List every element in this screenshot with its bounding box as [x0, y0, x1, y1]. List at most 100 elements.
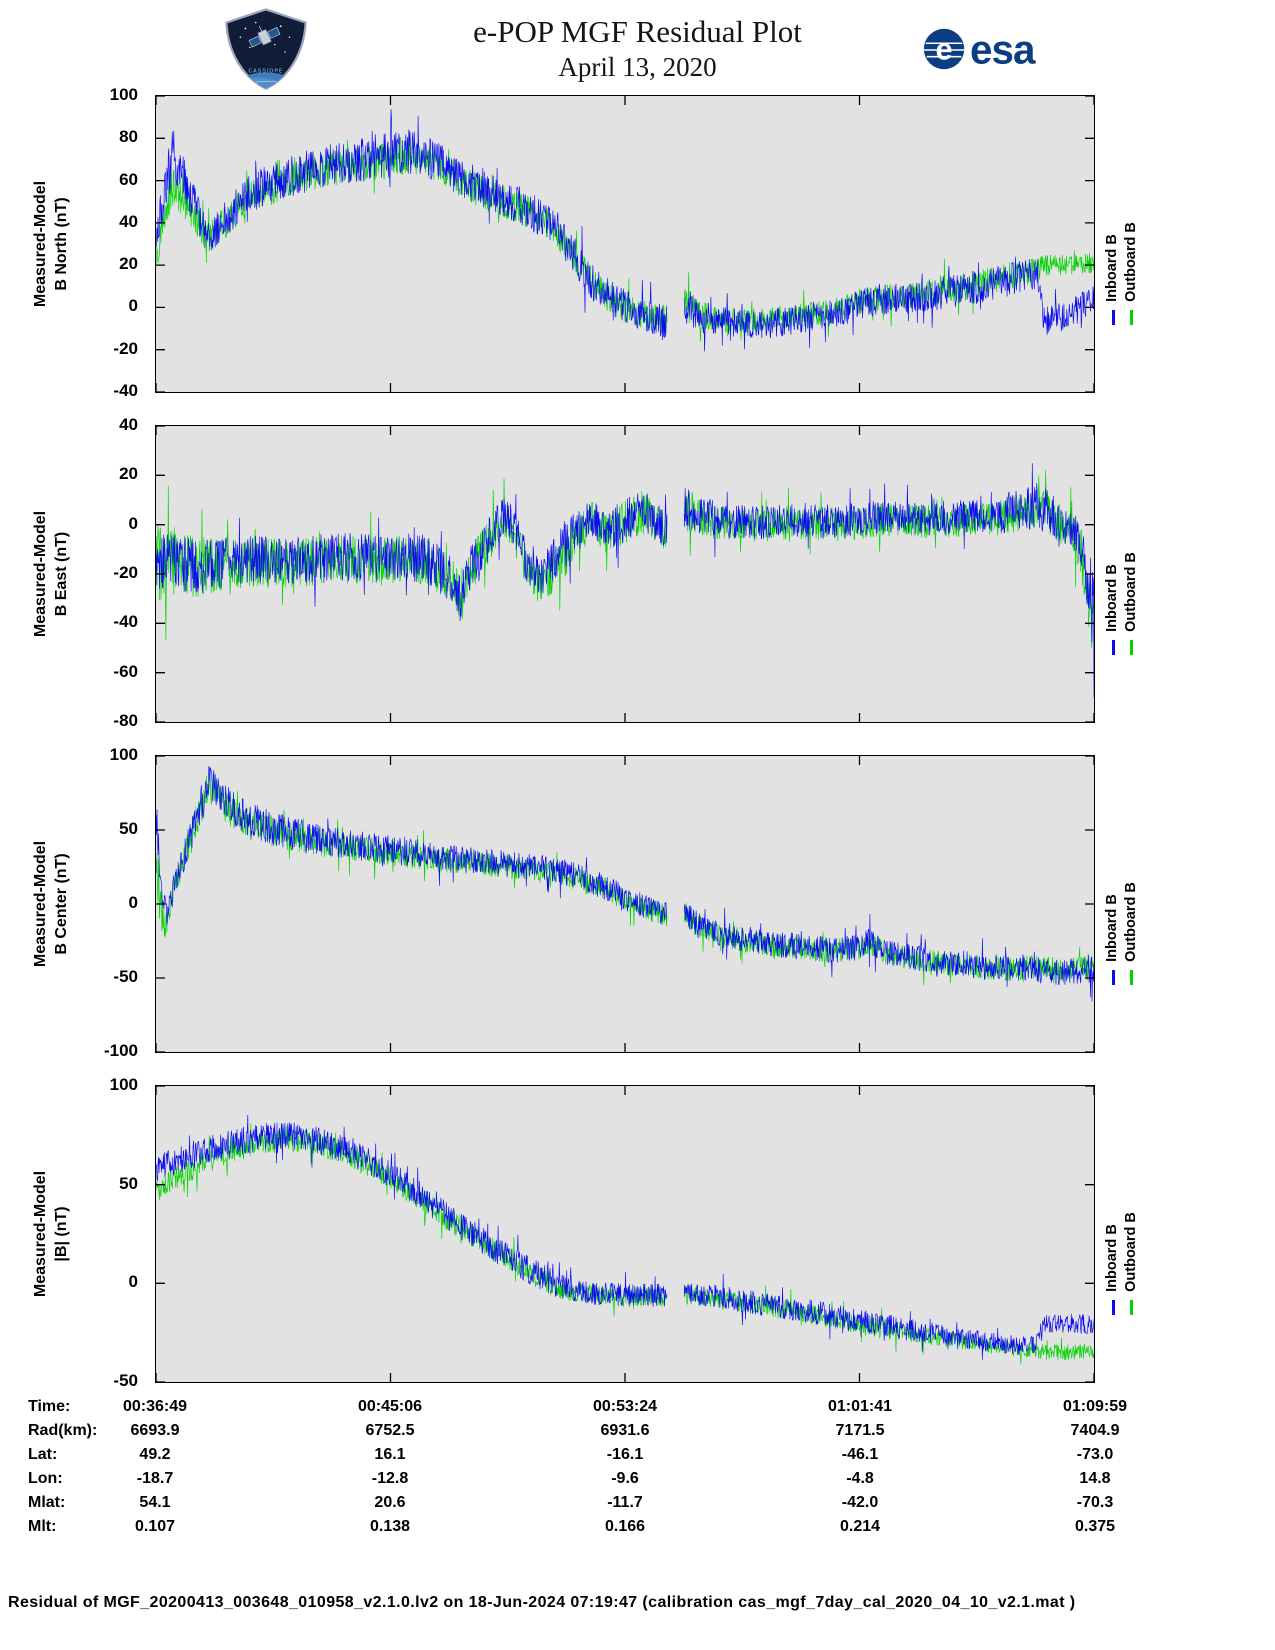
- table-row: Time: 00:36:49 00:45:06 00:53:24 01:01:41 01:…: [0, 1398, 1275, 1422]
- table-cell: -4.8: [846, 1470, 874, 1487]
- plot-area: [155, 95, 1095, 393]
- y-tick-label: 0: [128, 513, 138, 533]
- table-cell: 01:09:59: [1062, 1398, 1128, 1415]
- table-cell: 00:45:06: [357, 1398, 423, 1415]
- y-tick-labels: 40 20 0 -20 -40 -60 -80: [86, 415, 148, 730]
- series-inboard-b: [156, 766, 1094, 1002]
- table-cell: 54.1: [139, 1494, 171, 1511]
- table-cell: 0.107: [134, 1518, 176, 1535]
- figure-date: April 13, 2020: [558, 52, 717, 82]
- y-axis-label-line2: B Center (nT): [53, 853, 70, 955]
- table-row-label: Mlat:: [28, 1494, 66, 1511]
- series-inboard-b: [156, 1114, 1094, 1360]
- table-cell: -46.1: [841, 1446, 879, 1463]
- esa-wordmark: esa: [970, 26, 1036, 72]
- ephemeris-table: Time: 00:36:49 00:45:06 00:53:24 01:01:41 01:…: [0, 1398, 1275, 1542]
- table-cell: -73.0: [1076, 1446, 1114, 1463]
- panel-stack: Measured-Model B North (nT) 100 80 60 40 20 0…: [0, 85, 1275, 1415]
- legend-mark-outboard-icon: [1130, 309, 1133, 325]
- series-outboard-b: [156, 1123, 1094, 1365]
- y-axis-label: Measured-Model |B| (nT): [31, 1171, 73, 1297]
- y-axis-label: Measured-Model B Center (nT): [31, 841, 73, 967]
- y-tick-label: 0: [128, 296, 138, 316]
- table-cell: -70.3: [1076, 1494, 1114, 1511]
- table-row-label: Mlt:: [28, 1518, 57, 1535]
- esa-globe-icon: [923, 28, 965, 70]
- table-cell: 00:36:49: [122, 1398, 188, 1415]
- patch-cloud: [237, 80, 298, 89]
- legend-mark-inboard-icon: [1112, 309, 1115, 325]
- legend: Inboard B Outboard B: [1100, 95, 1172, 393]
- y-axis-label: Measured-Model B North (nT): [31, 181, 73, 307]
- panel-b-center: Measured-Model B Center (nT) 100 50 0 -50 -1…: [0, 745, 1275, 1060]
- y-axis-label-line1: Measured-Model: [32, 180, 50, 308]
- y-axis-label-line2: B North (nT): [53, 197, 70, 291]
- y-tick-label: -100: [103, 1041, 138, 1060]
- table-cell: 6931.6: [600, 1422, 650, 1439]
- legend-label-outboard: Outboard B: [1123, 552, 1139, 632]
- figure-title: e-POP MGF Residual Plot: [473, 14, 802, 49]
- panel-b-east: Measured-Model B East (nT) 40 20 0 -20 -40 -6…: [0, 415, 1275, 730]
- table-cell: -18.7: [136, 1470, 174, 1487]
- y-axis-label-line2: B East (nT): [53, 531, 70, 617]
- y-tick-label: -60: [113, 661, 138, 681]
- footer-note: Residual of MGF_20200413_003648_010958_v…: [8, 1594, 1076, 1611]
- legend-label-outboard: Outboard B: [1123, 882, 1139, 962]
- y-tick-label: 0: [128, 893, 138, 912]
- legend-label-inboard: Inboard B: [1104, 1224, 1120, 1292]
- y-tick-label: -50: [113, 967, 138, 986]
- table-cell: -9.6: [611, 1470, 639, 1487]
- legend-mark-outboard-icon: [1130, 1299, 1133, 1315]
- table-row-label: Time:: [28, 1398, 71, 1415]
- y-axis-label-line1: Measured-Model: [32, 840, 50, 968]
- legend: Inboard B Outboard B: [1100, 425, 1172, 723]
- y-tick-label: 20: [119, 464, 138, 484]
- y-tick-label: -50: [113, 1371, 138, 1390]
- y-tick-label: 100: [109, 745, 138, 764]
- table-cell: -42.0: [841, 1494, 879, 1511]
- legend-label-outboard: Outboard B: [1123, 1212, 1139, 1292]
- series-inboard-b: [156, 463, 1094, 698]
- legend-label-outboard: Outboard B: [1123, 222, 1139, 302]
- legend-mark-outboard-icon: [1130, 969, 1133, 985]
- y-tick-label: -40: [113, 612, 138, 632]
- y-tick-label: 100: [109, 1075, 138, 1094]
- axis-tick-marks: [156, 96, 1094, 392]
- legend-mark-outboard-icon: [1130, 639, 1133, 655]
- table-cell: 0.375: [1074, 1518, 1116, 1535]
- table-row-label: Rad(km):: [28, 1422, 98, 1439]
- axis-tick-marks: [156, 426, 1094, 722]
- y-axis-label-line1: Measured-Model: [32, 1170, 50, 1298]
- table-cell: 0.166: [604, 1518, 646, 1535]
- table-cell: 16.1: [374, 1446, 406, 1463]
- y-tick-label: -80: [113, 711, 138, 730]
- axis-tick-marks: [156, 1086, 1094, 1382]
- plot-area: [155, 755, 1095, 1053]
- y-axis-label-line2: |B| (nT): [53, 1206, 70, 1262]
- y-tick-label: -20: [113, 563, 138, 582]
- legend: Inboard B Outboard B: [1100, 755, 1172, 1053]
- legend-label-inboard: Inboard B: [1104, 894, 1120, 962]
- esa-logo: e esa: [923, 26, 1037, 72]
- table-row: Rad(km): 6693.9 6752.5 6931.6 7171.5 7404.9: [0, 1422, 1275, 1446]
- table-cell: 0.214: [839, 1518, 881, 1535]
- legend: Inboard B Outboard B: [1100, 1085, 1172, 1383]
- y-tick-label: 100: [109, 85, 138, 104]
- series-outboard-b: [156, 470, 1094, 648]
- table-cell: 7171.5: [835, 1422, 885, 1439]
- y-tick-label: 80: [119, 127, 138, 147]
- table-cell: 6693.9: [130, 1422, 180, 1439]
- axis-tick-marks: [156, 756, 1094, 1052]
- panel-b-north: Measured-Model B North (nT) 100 80 60 40 20 0…: [0, 85, 1275, 400]
- y-tick-label: 60: [119, 169, 138, 189]
- y-tick-label: -20: [113, 338, 138, 358]
- y-tick-labels: 100 50 0 -50 -100: [86, 745, 148, 1060]
- y-axis-label-line1: Measured-Model: [32, 510, 50, 638]
- legend-label-inboard: Inboard B: [1104, 564, 1120, 632]
- y-tick-label: 40: [119, 211, 138, 231]
- legend-mark-inboard-icon: [1112, 639, 1115, 655]
- legend-mark-inboard-icon: [1112, 1299, 1115, 1315]
- table-cell: 20.6: [374, 1494, 406, 1511]
- table-cell: -11.7: [607, 1494, 643, 1511]
